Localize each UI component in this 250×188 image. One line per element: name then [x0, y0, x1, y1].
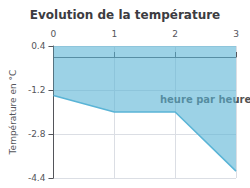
svg-text:-2.8: -2.8	[28, 129, 46, 139]
svg-text:-4.4: -4.4	[28, 173, 46, 183]
svg-text:Evolution de la température: Evolution de la température	[30, 8, 221, 22]
svg-text:-1.2: -1.2	[28, 85, 46, 95]
svg-text:0.4: 0.4	[31, 41, 46, 51]
svg-text:3: 3	[233, 29, 239, 39]
svg-text:0: 0	[51, 29, 57, 39]
svg-text:1: 1	[111, 29, 117, 39]
svg-text:2: 2	[172, 29, 178, 39]
svg-text:Température en °C: Température en °C	[8, 70, 18, 156]
